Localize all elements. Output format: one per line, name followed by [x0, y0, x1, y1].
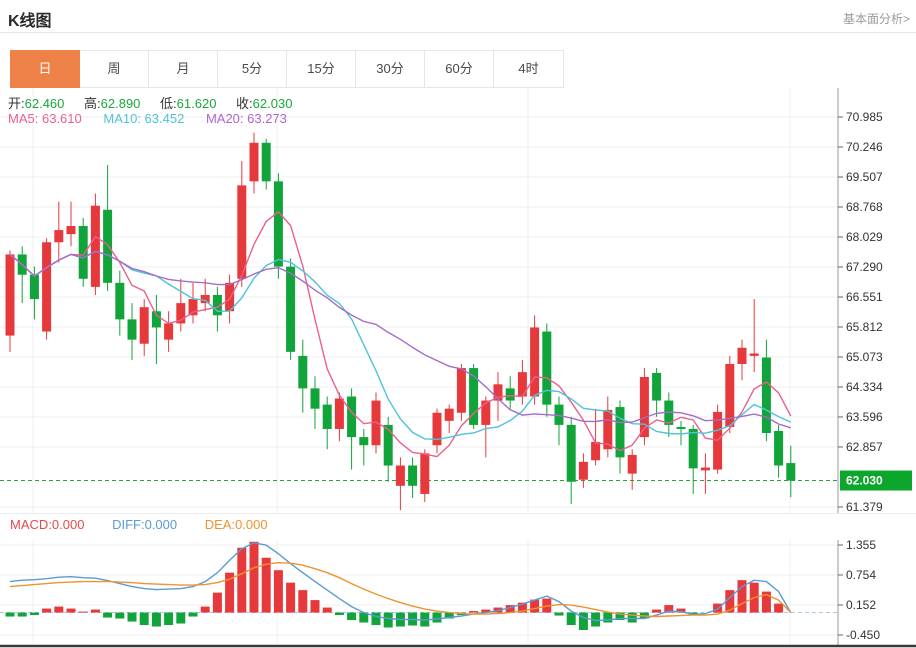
svg-text:62.030: 62.030: [846, 474, 883, 488]
svg-text:0.152: 0.152: [846, 598, 876, 612]
svg-text:1.355: 1.355: [846, 540, 876, 552]
svg-text:64.334: 64.334: [846, 380, 883, 394]
svg-text:69.507: 69.507: [846, 170, 883, 184]
tab-月[interactable]: 月: [149, 51, 218, 87]
tab-60分[interactable]: 60分: [425, 51, 494, 87]
ma20-label: MA20:: [205, 111, 248, 126]
fundamental-analysis-link[interactable]: 基本面分析>: [842, 12, 910, 26]
macd-readout: MACD:0.000 DIFF:0.000 DEA:0.000: [10, 517, 292, 532]
diff-value: 0.000: [144, 517, 178, 532]
ma5-label: MA5:: [8, 111, 42, 126]
ma5-line: [9, 210, 792, 458]
svg-text:62.857: 62.857: [846, 440, 883, 454]
svg-text:70.246: 70.246: [846, 140, 883, 154]
current-price-marker: 62.030: [840, 470, 912, 491]
title-divider: [0, 32, 916, 33]
low-label: 低:: [160, 96, 177, 111]
low-value: 61.620: [176, 96, 217, 111]
dea-item: DEA:0.000: [205, 517, 268, 532]
svg-text:65.812: 65.812: [846, 320, 883, 334]
ma20-value: 63.273: [247, 111, 287, 126]
open-value: 62.460: [24, 96, 65, 111]
page-title: K线图: [8, 13, 52, 30]
ma-readout: MA5: 63.610 MA10: 63.452 MA20: 63.273: [8, 111, 305, 126]
main-y-axis: 70.985 70.246 69.507 68.768 68.029 67.290 66.5…: [837, 88, 883, 513]
tab-5分[interactable]: 5分: [218, 51, 287, 87]
macd-value: 0.000: [51, 517, 85, 532]
svg-text:67.290: 67.290: [846, 260, 883, 274]
main-plot: [0, 88, 838, 513]
diff-item: DIFF:0.000: [112, 517, 177, 532]
svg-text:68.029: 68.029: [846, 230, 883, 244]
svg-text:61.379: 61.379: [846, 500, 883, 513]
svg-text:70.985: 70.985: [846, 110, 883, 124]
diff-line: [9, 542, 792, 622]
macd-plot: [0, 540, 838, 644]
candles-group: [5, 132, 796, 511]
dea-label: DEA:: [204, 517, 236, 532]
macd-label: MACD:: [10, 517, 52, 532]
ma10-value: 63.452: [144, 111, 185, 126]
macd-y-axis: 1.355 0.754 0.152 -0.450: [837, 540, 880, 646]
ma5-value: 63.610: [41, 111, 82, 126]
macd-item: MACD:0.000: [10, 517, 84, 532]
close-value: 62.030: [252, 96, 293, 111]
dea-line: [9, 561, 792, 618]
macd-separator: [0, 513, 916, 514]
diff-label: DIFF:: [112, 517, 145, 532]
ma10-line: [9, 250, 792, 441]
period-tab-bar: 日周月 5分 15分 30分 60分 4时: [10, 50, 564, 88]
macd-chart[interactable]: 1.355 0.754 0.152 -0.450: [0, 540, 916, 648]
svg-text:-0.450: -0.450: [846, 628, 880, 642]
ohlc-readout: 开:62.460 高:62.890 低:61.620 收:62.030: [8, 93, 308, 112]
svg-text:65.073: 65.073: [846, 350, 883, 364]
tab-15分[interactable]: 15分: [287, 51, 356, 87]
candlestick-chart[interactable]: 70.985 70.246 69.507 68.768 68.029 67.290 66.5…: [0, 88, 916, 513]
ma5-readout: MA5: 63.610: [8, 111, 82, 126]
high-label: 高:: [84, 96, 101, 111]
tab-日[interactable]: 日: [10, 50, 80, 88]
tab-30分[interactable]: 30分: [356, 51, 425, 87]
title-bar: K线图 基本面分析>: [0, 0, 916, 33]
tab-4时[interactable]: 4时: [494, 51, 563, 87]
svg-text:63.596: 63.596: [846, 410, 883, 424]
ma20-line: [9, 250, 792, 429]
svg-text:66.551: 66.551: [846, 290, 883, 304]
close-label: 收:: [236, 96, 253, 111]
ma10-readout: MA10: 63.452: [103, 111, 184, 126]
ma10-label: MA10:: [103, 111, 145, 126]
ma20-readout: MA20: 63.273: [206, 111, 287, 126]
dea-value: 0.000: [235, 517, 268, 532]
svg-text:68.768: 68.768: [846, 200, 883, 214]
tab-周[interactable]: 周: [80, 51, 149, 87]
open-label: 开:: [8, 96, 25, 111]
svg-text:0.754: 0.754: [846, 568, 876, 582]
high-value: 62.890: [100, 96, 141, 111]
